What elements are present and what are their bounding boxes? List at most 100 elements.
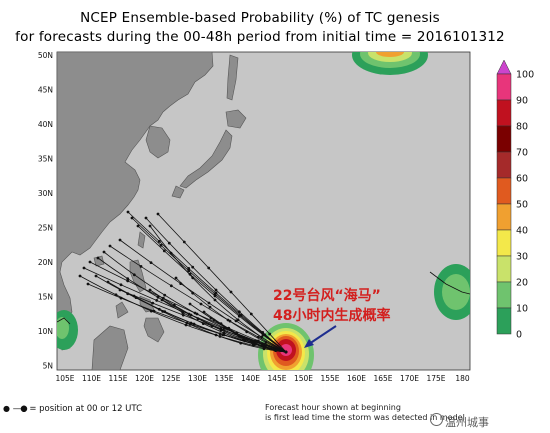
track-dot xyxy=(201,322,205,325)
lon-label: 140E xyxy=(241,374,260,383)
track-dot xyxy=(136,224,140,228)
track-dot xyxy=(219,322,223,326)
track-dot xyxy=(156,212,160,216)
lat-label: 40N xyxy=(38,120,53,129)
track-dot xyxy=(185,321,189,325)
track-dot xyxy=(222,327,226,330)
track-dot xyxy=(126,279,130,283)
luzon xyxy=(129,259,147,293)
track-dot xyxy=(196,317,200,321)
colorbar-tick: 40 xyxy=(516,226,528,237)
colorbar-segment xyxy=(496,99,512,127)
typhoon-label: 22号台风“海马” xyxy=(273,287,381,304)
track-dot xyxy=(191,276,195,280)
track-dot xyxy=(239,335,243,339)
lon-label: 145E xyxy=(267,374,286,383)
colorbar-segment xyxy=(496,125,512,153)
west-track xyxy=(57,317,71,325)
watermark-icon xyxy=(430,413,443,426)
track-dot xyxy=(261,333,265,337)
track-dot xyxy=(249,339,253,343)
track-dot xyxy=(167,241,171,245)
track-dot xyxy=(172,303,176,307)
track-dot xyxy=(199,302,203,306)
track-dot xyxy=(132,273,136,277)
track-dot xyxy=(207,266,211,270)
chart-subtitle: for forecasts during the 00-48h period f… xyxy=(15,29,505,45)
track-dot xyxy=(213,294,217,298)
mindanao xyxy=(143,317,165,343)
track-dot xyxy=(264,341,268,344)
track-dot xyxy=(148,288,152,292)
track-dot xyxy=(114,293,118,297)
track-dot xyxy=(151,301,155,305)
track-dot xyxy=(188,272,192,276)
track-dot xyxy=(191,265,195,269)
forecast-note-line2: is first lead time the storm was detecte… xyxy=(265,413,465,422)
track-dot xyxy=(187,269,191,273)
hokkaido xyxy=(225,109,247,129)
track-dot xyxy=(179,282,183,285)
track-dot xyxy=(162,249,166,253)
track-dot xyxy=(210,324,214,328)
track-dot xyxy=(187,267,191,270)
track-dot xyxy=(251,342,255,345)
track-dot xyxy=(181,311,185,314)
track-positions xyxy=(78,210,288,354)
legend: ● —● = position at 00 or 12 UTC xyxy=(3,404,143,414)
colorbar-tick: 90 xyxy=(516,96,528,107)
track-dot xyxy=(106,280,110,284)
colorbar-segment xyxy=(496,255,512,283)
track-dot xyxy=(256,335,260,339)
track-dot xyxy=(132,294,136,298)
taiwan xyxy=(137,231,146,249)
lat-label: 50N xyxy=(38,51,53,60)
track-dot xyxy=(160,298,164,302)
east-track xyxy=(429,271,470,295)
track-dot xyxy=(256,339,260,343)
track-dot xyxy=(284,350,288,354)
track-dot xyxy=(239,341,243,345)
colorbar-segment xyxy=(496,177,512,205)
track-dot xyxy=(237,314,241,318)
track-dot xyxy=(274,349,278,352)
arrow-icon xyxy=(304,325,337,348)
track-dot xyxy=(226,318,230,322)
hainan xyxy=(93,255,105,267)
track-dot xyxy=(219,328,223,332)
track-dot xyxy=(229,290,233,294)
track-dot xyxy=(161,310,165,313)
longitude-labels: 105E 110E 115E 120E 125E 130E 135E 140E 145E 150E… xyxy=(55,374,469,383)
lon-label: 175E xyxy=(426,374,445,383)
lon-label: 115E xyxy=(108,374,127,383)
colorbar-tick: 20 xyxy=(516,278,528,289)
track-dot xyxy=(218,335,222,338)
track-dot xyxy=(213,292,217,296)
track-dot xyxy=(118,238,122,242)
lon-label: 130E xyxy=(188,374,207,383)
colorbar-segment xyxy=(496,73,512,101)
track-dot xyxy=(243,339,247,343)
lat-label: 30N xyxy=(38,189,53,198)
palawan xyxy=(115,301,129,319)
track-dot xyxy=(188,323,192,326)
genesis-prob-east xyxy=(434,264,470,320)
lat-label: 45N xyxy=(38,86,53,95)
track-dot xyxy=(218,332,222,336)
track-dot xyxy=(157,307,161,311)
track-dot xyxy=(118,288,122,292)
genesis-prob-west xyxy=(57,310,78,350)
lon-label: 170E xyxy=(400,374,419,383)
track-dot xyxy=(202,310,206,314)
track-dot xyxy=(119,283,123,287)
track-dot xyxy=(126,277,130,281)
forecast-note: Forecast hour shown at beginning is firs… xyxy=(265,403,465,423)
track-dot xyxy=(126,292,130,296)
japan xyxy=(179,129,233,189)
latitude-labels: 50N 45N 40N 35N 30N 25N 20N 15N 10N 5N xyxy=(38,51,53,371)
lat-label: 25N xyxy=(38,224,53,233)
track-dot xyxy=(207,301,211,305)
track-dot xyxy=(130,216,134,220)
